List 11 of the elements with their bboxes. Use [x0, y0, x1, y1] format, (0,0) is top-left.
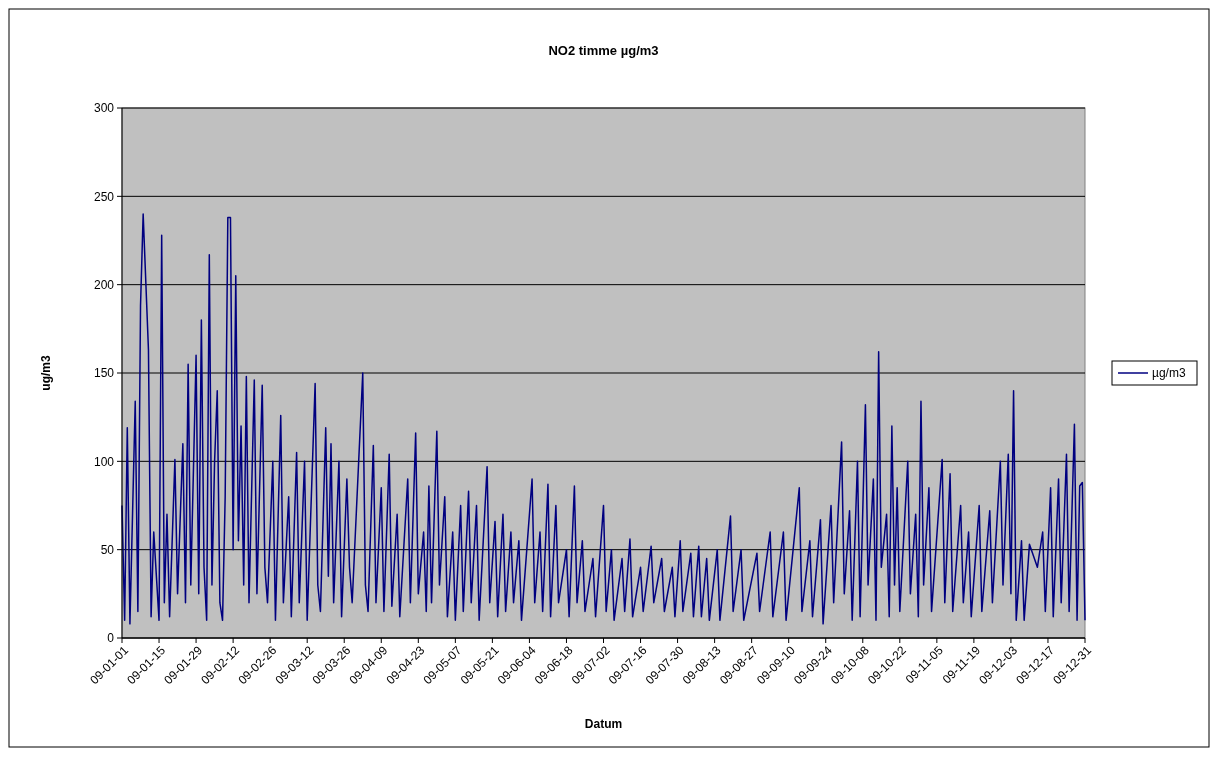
y-axis-title: ug/m3 — [39, 355, 53, 391]
legend-label: µg/m3 — [1152, 366, 1186, 381]
x-axis-title: Datum — [584, 717, 623, 731]
chart-title: NO2 timme µg/m3 — [548, 43, 659, 58]
y-tick-label: 150 — [93, 366, 115, 381]
y-tick-label: 100 — [93, 454, 115, 469]
y-tick-label: 250 — [93, 189, 115, 204]
y-tick-label: 50 — [100, 542, 115, 557]
y-tick-label: 0 — [107, 631, 115, 646]
y-tick-label: 300 — [93, 101, 115, 116]
y-tick-label: 200 — [93, 277, 115, 292]
